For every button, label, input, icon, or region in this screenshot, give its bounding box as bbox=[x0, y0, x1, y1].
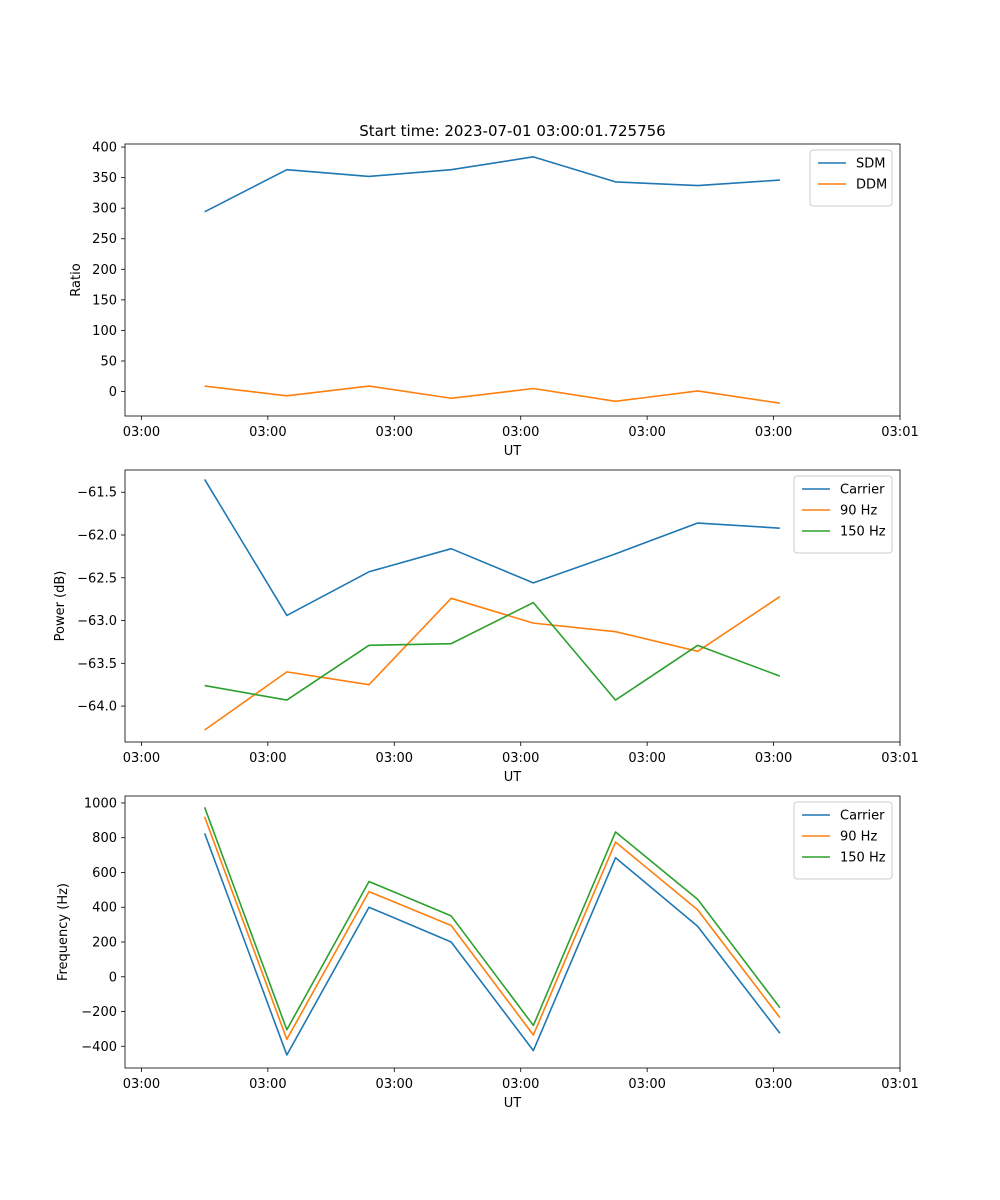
ratio-y-tick-label: 400 bbox=[92, 141, 117, 156]
power-series-line-90-hz bbox=[204, 595, 781, 731]
frequency-y-tick-label: 400 bbox=[92, 901, 117, 916]
ratio-series-line-ddm bbox=[204, 385, 781, 404]
frequency-y-tick-label: 600 bbox=[92, 866, 117, 881]
ratio-x-tick-label: 03:00 bbox=[628, 425, 665, 440]
power-y-tick-label: −63.5 bbox=[77, 657, 117, 672]
ratio-legend: SDM DDM bbox=[809, 149, 893, 207]
power-x-tick-label: 03:00 bbox=[123, 751, 160, 766]
power-y-tick-label: −61.5 bbox=[77, 486, 117, 501]
frequency-legend-label-carrier: Carrier bbox=[840, 809, 885, 824]
frequency-x-tick-label: 03:00 bbox=[123, 1077, 160, 1092]
frequency-x-tick-label: 03:00 bbox=[628, 1077, 665, 1092]
ratio-y-tick-label: 200 bbox=[92, 263, 117, 278]
ratio-y-tick-label: 50 bbox=[100, 354, 117, 369]
frequency-series-line-150-hz bbox=[203, 807, 781, 1031]
frequency-x-tick-label: 03:00 bbox=[502, 1077, 539, 1092]
ratio-y-tick-label: 100 bbox=[92, 324, 117, 339]
power-x-tick-label: 03:00 bbox=[249, 751, 286, 766]
frequency-legend-label-90-hz: 90 Hz bbox=[840, 830, 877, 845]
ratio-legend-box bbox=[809, 149, 893, 207]
power-x-tick-label: 03:00 bbox=[376, 751, 413, 766]
frequency-axes-frame bbox=[124, 795, 901, 1069]
ratio-x-tick-label: 03:01 bbox=[881, 425, 918, 440]
ratio-panel: 03:00 03:00 03:00 03:00 03:00 03:00 03:01 0 50 10… bbox=[69, 141, 919, 459]
power-x-tick-label: 03:01 bbox=[881, 751, 918, 766]
ratio-y-tick-label: 150 bbox=[92, 293, 117, 308]
power-x-tick-label: 03:00 bbox=[502, 751, 539, 766]
ratio-y-axis-label: Ratio bbox=[69, 263, 84, 296]
frequency-y-tick-label: −400 bbox=[81, 1040, 117, 1055]
power-series-line-150-hz bbox=[204, 601, 781, 701]
frequency-series-line-carrier bbox=[203, 833, 781, 1056]
frequency-y-axis-label: Frequency (Hz) bbox=[56, 883, 71, 981]
frequency-y-tick-label: 1000 bbox=[84, 796, 117, 811]
power-series-group bbox=[203, 478, 781, 731]
power-legend-box bbox=[793, 475, 893, 554]
frequency-x-tick-label: 03:00 bbox=[249, 1077, 286, 1092]
frequency-y-tick-label: 0 bbox=[109, 970, 117, 985]
power-x-axis-label: UT bbox=[504, 770, 522, 785]
frequency-x-axis-label: UT bbox=[504, 1096, 522, 1111]
ratio-y-tick-label: 250 bbox=[92, 232, 117, 247]
power-panel: 03:00 03:00 03:00 03:00 03:00 03:00 03:01 −64.0… bbox=[53, 469, 919, 785]
frequency-legend-label-150-hz: 150 Hz bbox=[840, 851, 886, 866]
frequency-y-tick-label: 200 bbox=[92, 935, 117, 950]
ratio-x-axis-label: UT bbox=[504, 444, 522, 459]
frequency-x-tick-label: 03:01 bbox=[881, 1077, 918, 1092]
frequency-series-line-90-hz bbox=[203, 816, 781, 1041]
ratio-y-tick-label: 300 bbox=[92, 202, 117, 217]
ratio-x-tick-label: 03:00 bbox=[249, 425, 286, 440]
frequency-legend-box bbox=[793, 801, 893, 880]
ratio-legend-label-ddm: DDM bbox=[856, 178, 887, 193]
power-y-tick-label: −62.5 bbox=[77, 571, 117, 586]
power-x-tick-label: 03:00 bbox=[628, 751, 665, 766]
ratio-y-tick-label: 0 bbox=[109, 385, 117, 400]
frequency-x-tick-label: 03:00 bbox=[755, 1077, 792, 1092]
ratio-axes-frame bbox=[124, 143, 901, 417]
power-axes-frame bbox=[124, 469, 901, 743]
power-legend-label-90-hz: 90 Hz bbox=[840, 504, 877, 519]
frequency-panel: 03:00 03:00 03:00 03:00 03:00 03:00 03:01 −400 −… bbox=[56, 795, 919, 1111]
frequency-legend: Carrier 90 Hz 150 Hz bbox=[793, 801, 893, 880]
ratio-x-tick-label: 03:00 bbox=[755, 425, 792, 440]
ratio-x-tick-label: 03:00 bbox=[502, 425, 539, 440]
ratio-series-line-sdm bbox=[204, 156, 780, 213]
power-y-tick-label: −63.0 bbox=[77, 614, 117, 629]
power-legend: Carrier 90 Hz 150 Hz bbox=[793, 475, 893, 554]
frequency-series-group bbox=[203, 807, 781, 1056]
power-y-tick-label: −64.0 bbox=[77, 700, 117, 715]
power-series-line-carrier bbox=[203, 478, 780, 617]
ratio-x-tick-label: 03:00 bbox=[123, 425, 160, 440]
figure-title: Start time: 2023-07-01 03:00:01.725756 bbox=[359, 122, 665, 140]
ratio-x-tick-label: 03:00 bbox=[376, 425, 413, 440]
frequency-x-tick-label: 03:00 bbox=[376, 1077, 413, 1092]
frequency-y-tick-label: −200 bbox=[81, 1005, 117, 1020]
power-x-tick-label: 03:00 bbox=[755, 751, 792, 766]
power-y-axis-label: Power (dB) bbox=[53, 571, 68, 642]
power-legend-label-carrier: Carrier bbox=[840, 483, 885, 498]
power-legend-label-150-hz: 150 Hz bbox=[840, 525, 886, 540]
ratio-legend-label-sdm: SDM bbox=[856, 157, 885, 172]
frequency-y-tick-label: 800 bbox=[92, 831, 117, 846]
power-y-tick-label: −62.0 bbox=[77, 529, 117, 544]
ratio-series-group bbox=[204, 156, 781, 404]
ratio-y-tick-label: 350 bbox=[92, 171, 117, 186]
